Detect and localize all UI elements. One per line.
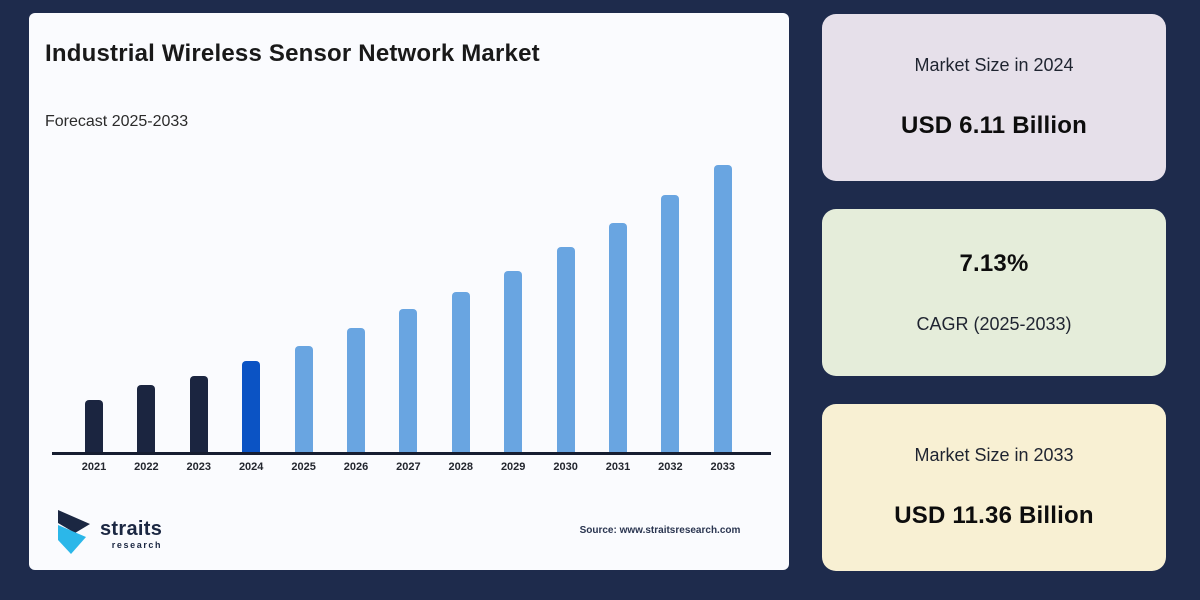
x-tick-2023: 2023 xyxy=(186,461,212,473)
bar-2023 xyxy=(189,376,208,452)
logo-subname: research xyxy=(111,540,163,550)
straits-arrows-icon xyxy=(55,509,93,560)
x-tick-2021: 2021 xyxy=(81,461,107,473)
chart-panel: Industrial Wireless Sensor Network Marke… xyxy=(29,13,789,570)
x-tick-2027: 2027 xyxy=(396,461,421,473)
bar-2032 xyxy=(661,195,680,452)
bar-2026 xyxy=(347,328,365,452)
card-value: USD 11.36 Billion xyxy=(894,502,1094,529)
bar-2025 xyxy=(294,346,313,452)
card-label: Market Size in 2024 xyxy=(914,55,1074,75)
logo-text: straits research xyxy=(100,519,162,550)
chart-subtitle: Forecast 2025-2033 xyxy=(45,113,189,130)
x-tick-2029: 2029 xyxy=(500,461,526,473)
x-tick-2032: 2032 xyxy=(658,461,683,473)
stat-cards: Market Size in 2024 USD 6.11 Billion 7.1… xyxy=(822,14,1166,599)
x-tick-2022: 2022 xyxy=(134,461,159,473)
bar-2029 xyxy=(504,271,523,452)
bar-plot: 2021 2022 2023 2024 2025 2026 2027 2028 2029 2030… xyxy=(52,152,771,473)
chart-title: Industrial Wireless Sensor Network Marke… xyxy=(45,40,540,67)
bar-2030 xyxy=(556,247,575,452)
x-tick-2033: 2033 xyxy=(710,461,736,473)
card-label: CAGR (2025-2033) xyxy=(916,314,1072,334)
logo-name: straits xyxy=(100,518,163,540)
x-tick-2031: 2031 xyxy=(605,461,631,473)
x-tick-2024: 2024 xyxy=(238,461,264,473)
card-cagr: 7.13% CAGR (2025-2033) xyxy=(822,209,1166,376)
x-tick-2030: 2030 xyxy=(553,461,578,473)
card-market-size-2033: Market Size in 2033 USD 11.36 Billion xyxy=(822,404,1166,571)
x-tick-2026: 2026 xyxy=(343,461,369,473)
x-tick-2025: 2025 xyxy=(291,461,316,473)
bar-2024 xyxy=(242,361,261,452)
bar-2031 xyxy=(609,223,627,452)
bar-2027 xyxy=(399,309,418,452)
bar-2028 xyxy=(451,292,470,452)
card-value: 7.13% xyxy=(959,250,1029,277)
card-market-size-2024: Market Size in 2024 USD 6.11 Billion xyxy=(822,14,1166,181)
bar-2022 xyxy=(137,385,156,452)
bar-2021 xyxy=(85,400,103,452)
x-tick-2028: 2028 xyxy=(448,461,474,473)
source-text: Source: www.straitsresearch.com xyxy=(579,525,741,536)
card-label: Market Size in 2033 xyxy=(914,445,1074,465)
bar-2033 xyxy=(713,165,732,452)
card-value: USD 6.11 Billion xyxy=(901,112,1087,139)
straits-research-logo: straits research xyxy=(55,509,162,560)
